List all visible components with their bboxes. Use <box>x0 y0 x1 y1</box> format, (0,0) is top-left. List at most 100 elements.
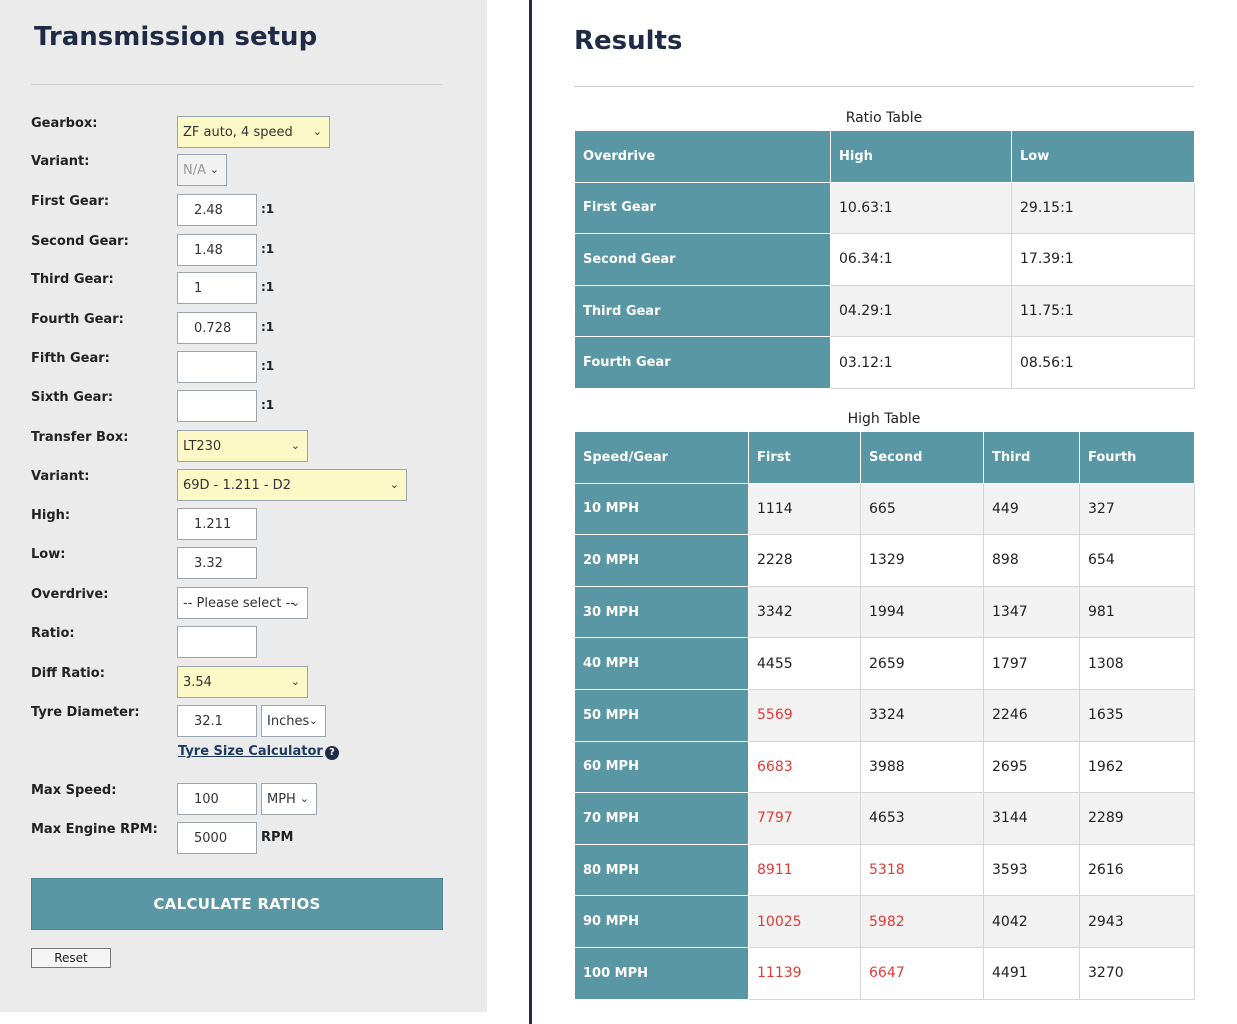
high-table-cell: 1797 <box>983 637 1080 690</box>
high-table-row-header: 100 MPH <box>574 946 749 1000</box>
transfer-variant-select[interactable]: 69D - 1.211 - D2 ⌄ <box>177 469 407 501</box>
high-table-cell: 3988 <box>860 740 984 794</box>
ratio-table-cell: 11.75:1 <box>1011 284 1195 338</box>
high-table-cell: 981 <box>1079 585 1195 639</box>
fourth-gear-input[interactable]: 0.728 <box>177 312 257 344</box>
high-table-row-header: 30 MPH <box>574 585 749 639</box>
tyre-diameter-input[interactable]: 32.1 <box>177 705 257 737</box>
high-table-cell: 3324 <box>860 688 984 742</box>
transfer-box-select[interactable]: LT230 ⌄ <box>177 430 308 462</box>
fifth-gear-input[interactable] <box>177 351 257 383</box>
first-gear-label: First Gear: <box>31 194 110 209</box>
high-table-cell: 2228 <box>748 534 861 587</box>
high-table-cell: 898 <box>983 534 1080 587</box>
gearbox-value: ZF auto, 4 speed <box>183 125 293 140</box>
high-table-header: Speed/Gear <box>574 431 749 484</box>
high-table-cell: 1308 <box>1079 637 1195 690</box>
max-rpm-label: Max Engine RPM: <box>31 822 158 837</box>
speed-unit-select[interactable]: MPH ⌄ <box>261 783 317 815</box>
high-table-cell: 4042 <box>983 895 1080 948</box>
ratio-label: Ratio: <box>31 626 75 641</box>
transmission-setup-panel: Transmission setup Gearbox: ZF auto, 4 s… <box>0 0 487 1012</box>
max-speed-label: Max Speed: <box>31 783 117 798</box>
high-table-cell: 5318 <box>860 843 984 897</box>
table-row: 30 MPH 3342 1994 1347 981 <box>574 585 1195 639</box>
fifth-gear-unit: :1 <box>261 359 275 373</box>
chevron-down-icon: ⌄ <box>312 125 322 138</box>
high-table-cell: 3593 <box>983 843 1080 897</box>
low-row: Low: 3.32 <box>31 547 451 579</box>
table-row: 90 MPH 10025 5982 4042 2943 <box>574 895 1195 948</box>
first-gear-input[interactable]: 2.48 <box>177 194 257 226</box>
low-input[interactable]: 3.32 <box>177 547 257 579</box>
sixth-gear-input[interactable] <box>177 390 257 422</box>
high-table-cell: 4455 <box>748 637 861 690</box>
overdrive-value: -- Please select -- <box>183 596 295 611</box>
chevron-down-icon: ⌄ <box>389 478 399 491</box>
overdrive-select[interactable]: -- Please select -- ⌄ <box>177 587 308 619</box>
chevron-down-icon: ⌄ <box>290 675 300 688</box>
high-table-cell: 2695 <box>983 740 1080 794</box>
ratio-table: Overdrive High Low First Gear 10.63:1 29.15:… <box>574 130 1195 389</box>
high-table-header: Fourth <box>1079 431 1195 484</box>
ratio-table-row-header: Third Gear <box>574 284 831 338</box>
ratio-table-row-header: Second Gear <box>574 233 831 286</box>
second-gear-row: Second Gear: 1.48 :1 <box>31 234 451 266</box>
high-table-cell: 6647 <box>860 946 984 1000</box>
high-table-cell: 2289 <box>1079 792 1195 845</box>
calculate-ratios-button[interactable]: CALCULATE RATIOS <box>31 878 443 930</box>
sixth-gear-unit: :1 <box>261 398 275 412</box>
max-speed-input[interactable]: 100 <box>177 783 257 815</box>
table-row: 100 MPH 11139 6647 4491 3270 <box>574 946 1195 1000</box>
help-icon[interactable]: ? <box>325 746 339 760</box>
ratio-table-row-header: First Gear <box>574 181 831 235</box>
ratio-table-cell: 17.39:1 <box>1011 233 1195 286</box>
high-table-header: Second <box>860 431 984 484</box>
table-row: 10 MPH 1114 665 449 327 <box>574 482 1195 536</box>
high-table-cell: 3270 <box>1079 946 1195 1000</box>
high-table-cell: 1962 <box>1079 740 1195 794</box>
high-table-cell: 1114 <box>748 482 861 536</box>
table-row: 60 MPH 6683 3988 2695 1962 <box>574 740 1195 794</box>
high-table: Speed/Gear First Second Third Fourth 10 MPH 1… <box>574 431 1195 1000</box>
ratio-table-cell: 29.15:1 <box>1011 181 1195 235</box>
high-table-cell: 2659 <box>860 637 984 690</box>
third-gear-input[interactable]: 1 <box>177 272 257 304</box>
table-row: Fourth Gear 03.12:1 08.56:1 <box>574 336 1195 389</box>
high-row: High: 1.211 <box>31 508 451 540</box>
ratio-table-cell: 08.56:1 <box>1011 336 1195 389</box>
fifth-gear-row: Fifth Gear: :1 <box>31 351 451 383</box>
tyre-size-calculator-link[interactable]: Tyre Size Calculator <box>178 744 323 759</box>
results-divider <box>574 86 1194 87</box>
table-row: First Gear 10.63:1 29.15:1 <box>574 181 1195 235</box>
high-table-cell: 2616 <box>1079 843 1195 897</box>
third-gear-unit: :1 <box>261 280 275 294</box>
ratio-table-header: Low <box>1011 130 1195 183</box>
gearbox-row: Gearbox: ZF auto, 4 speed ⌄ <box>31 116 451 148</box>
gearbox-select[interactable]: ZF auto, 4 speed ⌄ <box>177 116 330 148</box>
high-table-cell: 8911 <box>748 843 861 897</box>
table-row: 80 MPH 8911 5318 3593 2616 <box>574 843 1195 897</box>
high-table-cell: 11139 <box>748 946 861 1000</box>
reset-button[interactable]: Reset <box>31 948 111 968</box>
max-rpm-input[interactable]: 5000 <box>177 822 257 854</box>
variant-label: Variant: <box>31 154 90 169</box>
second-gear-input[interactable]: 1.48 <box>177 234 257 266</box>
high-table-cell: 4491 <box>983 946 1080 1000</box>
tyre-unit-select[interactable]: Inches ⌄ <box>261 705 326 737</box>
diff-ratio-select[interactable]: 3.54 ⌄ <box>177 666 308 698</box>
high-table-cell: 3144 <box>983 792 1080 845</box>
diff-ratio-label: Diff Ratio: <box>31 666 105 681</box>
ratio-table-row-header: Fourth Gear <box>574 336 831 389</box>
high-table-row-header: 20 MPH <box>574 534 749 587</box>
variant-select[interactable]: N/A ⌄ <box>177 154 227 186</box>
high-input[interactable]: 1.211 <box>177 508 257 540</box>
second-gear-unit: :1 <box>261 242 275 256</box>
high-table-row-header: 80 MPH <box>574 843 749 897</box>
max-rpm-row: Max Engine RPM: 5000 RPM <box>31 822 451 854</box>
fourth-gear-unit: :1 <box>261 320 275 334</box>
overdrive-label: Overdrive: <box>31 587 109 602</box>
ratio-input[interactable] <box>177 626 257 658</box>
ratio-table-cell: 04.29:1 <box>830 284 1012 338</box>
third-gear-row: Third Gear: 1 :1 <box>31 272 451 304</box>
